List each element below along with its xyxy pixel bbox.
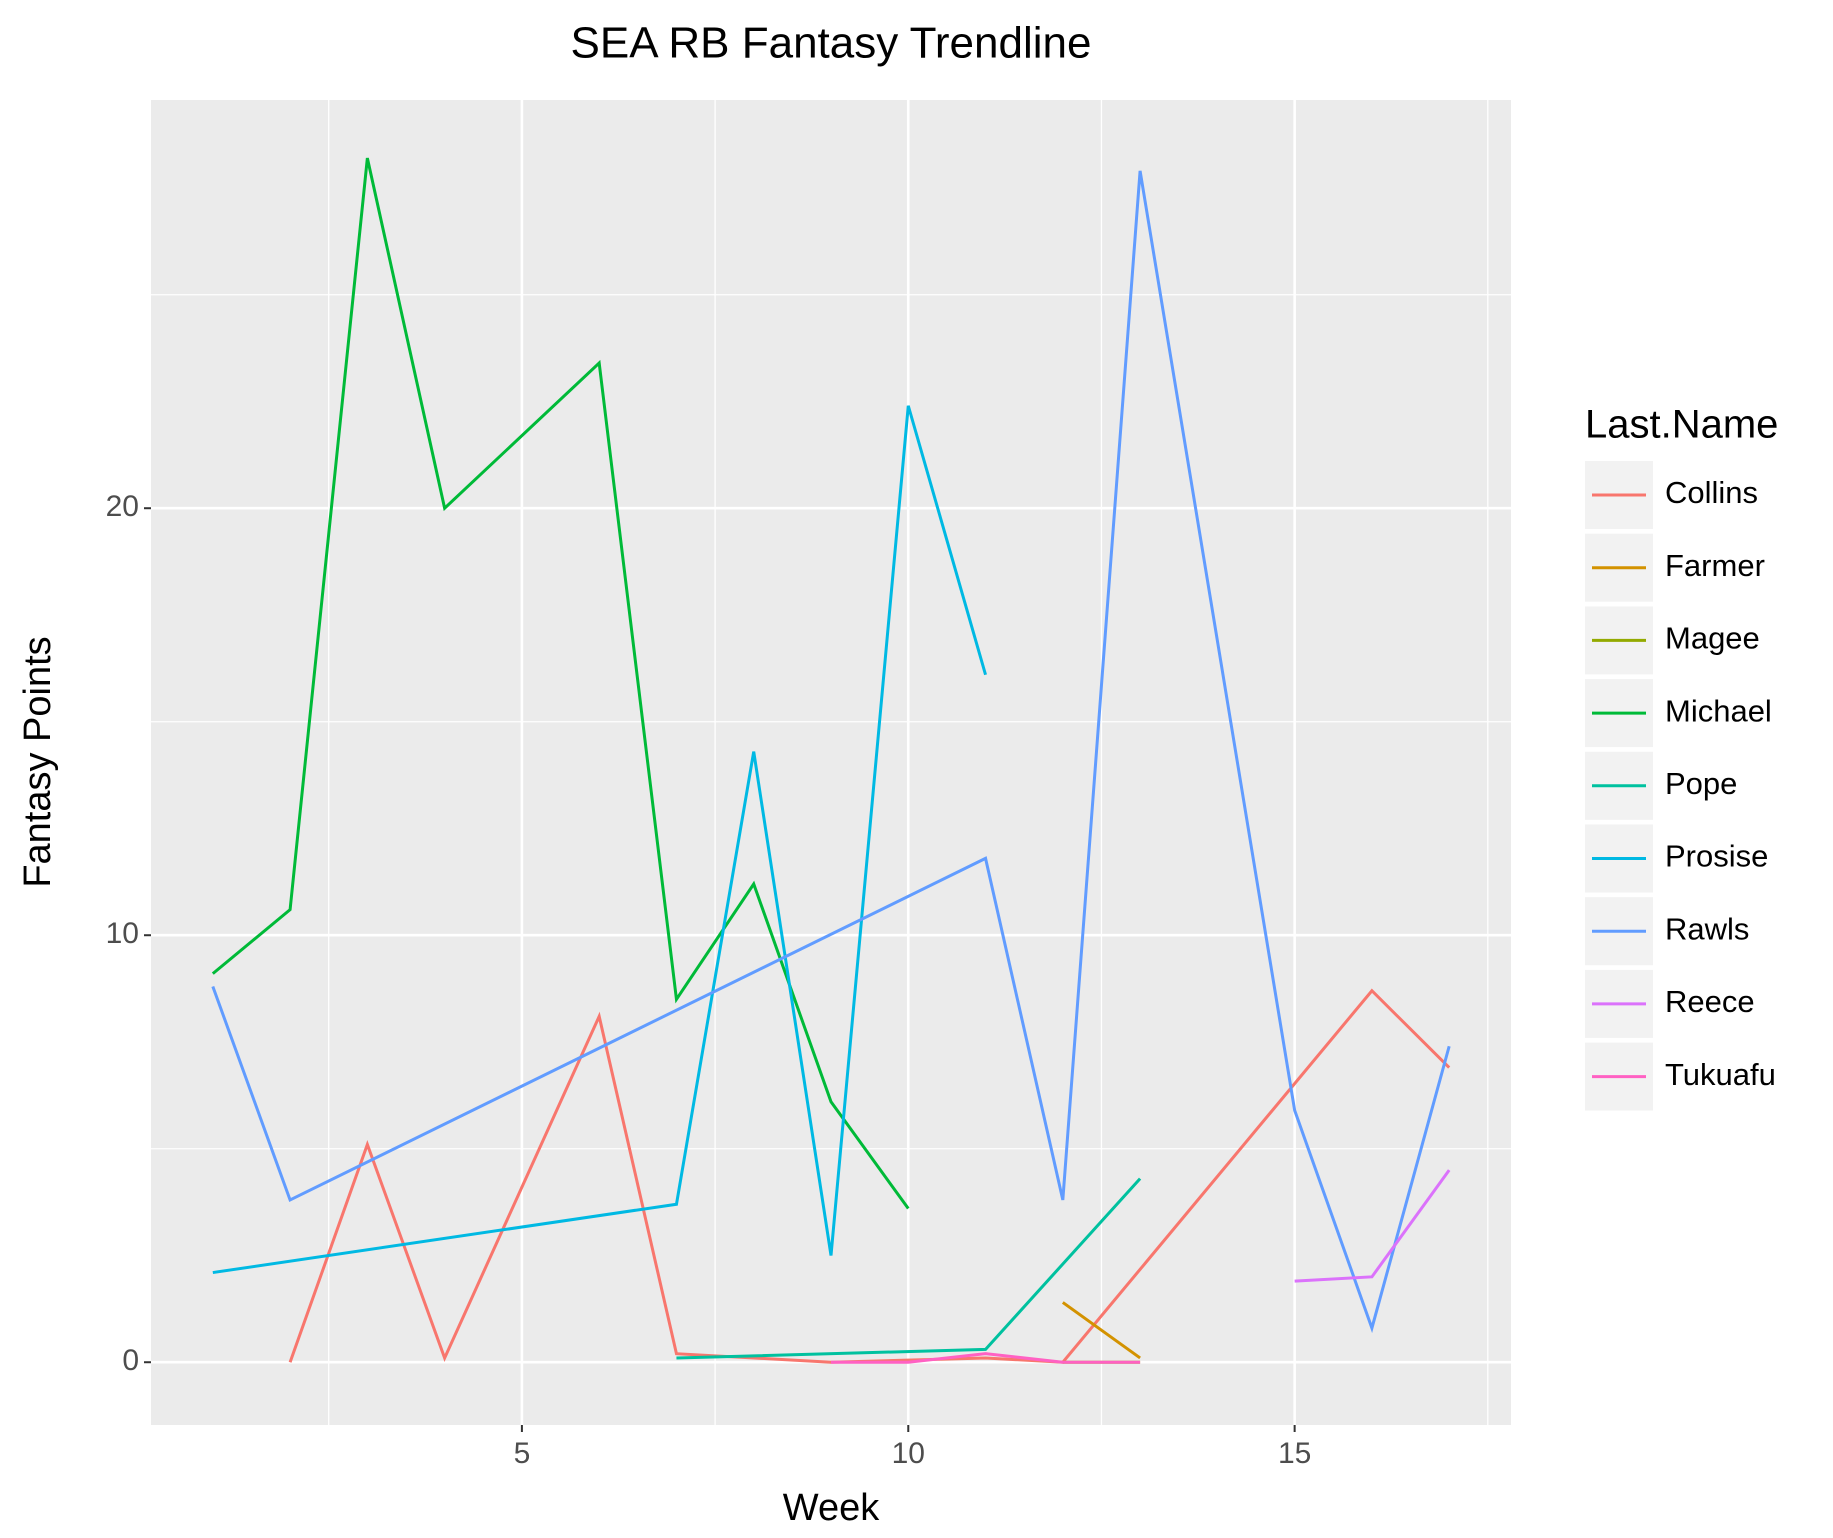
y-tick-label: 0 (122, 1344, 139, 1377)
legend-label: Michael (1665, 693, 1772, 728)
series-line (1294, 1169, 1451, 1283)
y-axis-label: Fantasy Points (17, 636, 59, 887)
legend-label: Pope (1665, 766, 1737, 801)
legend-label: Rawls (1665, 911, 1749, 946)
legend-title: Last.Name (1585, 403, 1778, 447)
series-line (831, 1352, 1141, 1364)
series-line (211, 157, 910, 1210)
x-tick-label: 15 (1278, 1437, 1311, 1470)
series-line (212, 405, 987, 1275)
series-line (211, 170, 1451, 1334)
y-tick-label: 20 (106, 490, 139, 523)
x-axis-label: Week (783, 1487, 880, 1529)
chart-title: SEA RB Fantasy Trendline (571, 19, 1092, 68)
y-tick-label: 10 (106, 917, 139, 950)
legend-label: Reece (1665, 984, 1755, 1019)
series-line (676, 1177, 1142, 1360)
legend-label: Collins (1665, 475, 1758, 510)
legend-label: Magee (1665, 621, 1760, 656)
x-tick-label: 10 (892, 1437, 925, 1470)
legend-label: Prosise (1665, 839, 1768, 874)
legend-label: Farmer (1665, 548, 1765, 583)
plot-panel (151, 100, 1511, 1425)
legend-label: Tukuafu (1665, 1057, 1776, 1092)
series-line (1061, 1301, 1141, 1360)
x-tick-label: 5 (514, 1437, 531, 1470)
series-line (288, 988, 1451, 1364)
